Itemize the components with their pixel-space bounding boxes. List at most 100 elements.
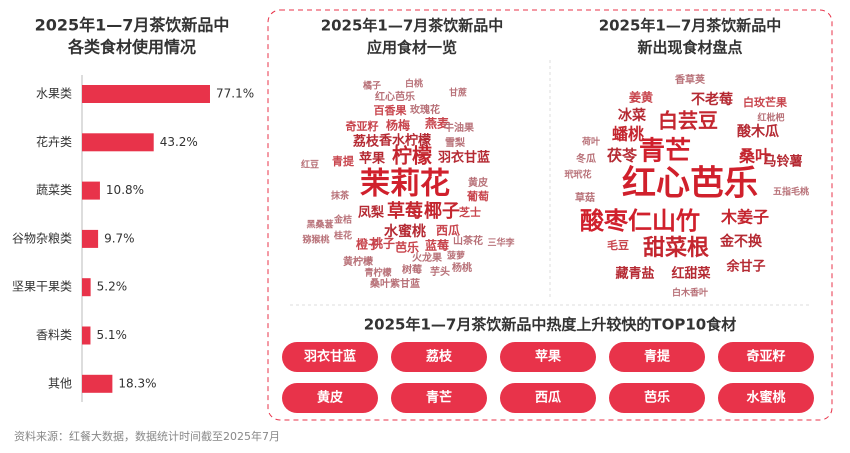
pill-label: 奇亚籽 [746,349,785,365]
cloud-word: 水蜜桃 [384,223,426,240]
cloud-word: 红枇杷 [757,112,784,124]
cloud-word: 藏青盐 [615,266,654,282]
pill [500,342,596,372]
bar [82,85,210,103]
y-tick-label: 水果类 [36,87,72,101]
top10-title: 2025年1—7月茶饮新品中热度上升较快的TOP10食材 [364,316,736,334]
cloud-word: 芋头 [430,265,450,278]
cloud-word: 橙子 [356,237,380,252]
value-label: 9.7% [104,231,134,245]
cloud-title: 2025年1—7月茶饮新品中 [321,17,504,35]
cloud-word: 金不换 [719,233,763,250]
cloud-word: 奇亚籽 [346,119,379,133]
value-label: 10.8% [106,183,144,197]
cloud-word: 甜菜根 [643,235,709,261]
cloud-word: 红心芭乐 [622,164,758,204]
value-label: 43.2% [160,135,198,149]
bar [82,181,100,200]
cloud-word: 椰子 [424,200,460,222]
cloud-word: 荔枝 [352,134,380,150]
cloud-word: 白木香叶 [672,287,708,299]
pill-label: 芭乐 [644,390,670,406]
pill-label: 西瓜 [535,391,561,406]
y-tick-label: 谷物杂粮类 [12,230,72,245]
cloud-word: 百香果 [374,103,407,117]
cloud-word: 青提 [332,154,355,168]
pill-label: 羽衣甘蓝 [304,349,356,365]
cloud-word: 黄皮 [468,176,488,189]
cloud-word: 柠檬 [392,144,432,168]
bar [82,326,91,345]
pill [282,342,378,372]
cloud-word: 黑桑葚 [306,219,333,231]
panel-frame [267,9,833,421]
bar [82,133,154,152]
pill-label: 水蜜桃 [746,390,785,406]
value-label: 5.2% [97,280,128,294]
chart-title: 2025年1—7月茶饮新品中 [35,16,230,35]
cloud-word: 树莓 [402,263,422,276]
bar [82,229,99,248]
chart-title: 各类食材使用情况 [67,38,196,57]
cloud-word: 火龙果 [412,251,443,264]
pill [391,342,487,372]
cloud-word: 青柠檬 [364,267,391,279]
pill [609,342,705,372]
source: 资料来源：红餐大数据，数据统计时间截至2025年7月 [14,429,280,443]
value-label: 18.3% [118,376,156,390]
cloud-word: 山茶花 [453,234,483,247]
cloud-word: 芝士 [459,205,481,219]
cloud-word: 茯苓 [607,147,638,165]
cloud-word: 苹果 [359,151,385,167]
cloud-word: 青芒 [639,137,691,167]
cloud-word: 毛豆 [607,238,629,252]
cloud-word: 荷叶 [581,136,600,148]
cloud-word: 菠萝 [447,250,465,262]
pill [391,383,487,413]
cloud-word: 猕猴桃 [301,234,329,246]
cloud-title: 应用食材一览 [367,39,457,57]
cloud-word: 玳玳花 [564,169,591,181]
cloud-word: 酸木瓜 [737,123,779,140]
pill [718,342,814,372]
cloud-word: 香草荚 [675,73,705,86]
cloud-word: 冰菜 [618,107,647,124]
cloud-word: 白桃 [405,78,423,90]
pill [500,383,596,413]
cloud-word: 橘子 [362,80,381,92]
cloud-word: 燕麦 [425,116,450,131]
y-tick-label: 花卉类 [36,134,72,149]
cloud-word: 白玫芒果 [743,95,787,109]
bar [82,374,113,393]
cloud-word: 三华李 [487,237,515,249]
cloud-word: 白芸豆 [658,109,718,133]
value-label: 77.1% [216,87,254,101]
cloud-word: 桑叶 [738,147,771,166]
pill [718,383,814,413]
cloud-word: 不老莓 [691,91,733,108]
cloud-word: 羽衣甘蓝 [438,150,490,166]
cloud-word: 牛油果 [444,121,475,134]
cloud-word: 冬瓜 [576,152,596,165]
cloud-word: 凤梨 [358,205,385,221]
pill-label: 青芒 [426,390,452,406]
pill [609,383,705,413]
cloud-word: 芭乐 [395,240,419,255]
cloud-word: 五指毛桃 [773,186,809,198]
cloud-word: 桂花 [333,230,352,242]
cloud-word: 红心芭乐 [375,90,415,103]
cloud-word: 草菇 [575,191,595,204]
cloud-word: 甘蔗 [449,87,467,99]
y-tick-label: 香料类 [36,328,72,342]
cloud-word: 西瓜 [436,224,460,238]
cloud-word: 余甘子 [725,259,765,275]
y-tick-label: 其他 [48,376,72,390]
cloud-word: 香水柠檬 [378,133,431,149]
cloud-word: 红豆 [301,159,319,171]
cloud-word: 蟠桃 [612,125,644,144]
cloud-word: 马铃薯 [763,154,802,170]
cloud-word: 酸枣仁山竹 [580,207,700,235]
cloud-word: 茉莉花 [360,167,450,202]
cloud-word: 蓝莓 [425,238,449,253]
